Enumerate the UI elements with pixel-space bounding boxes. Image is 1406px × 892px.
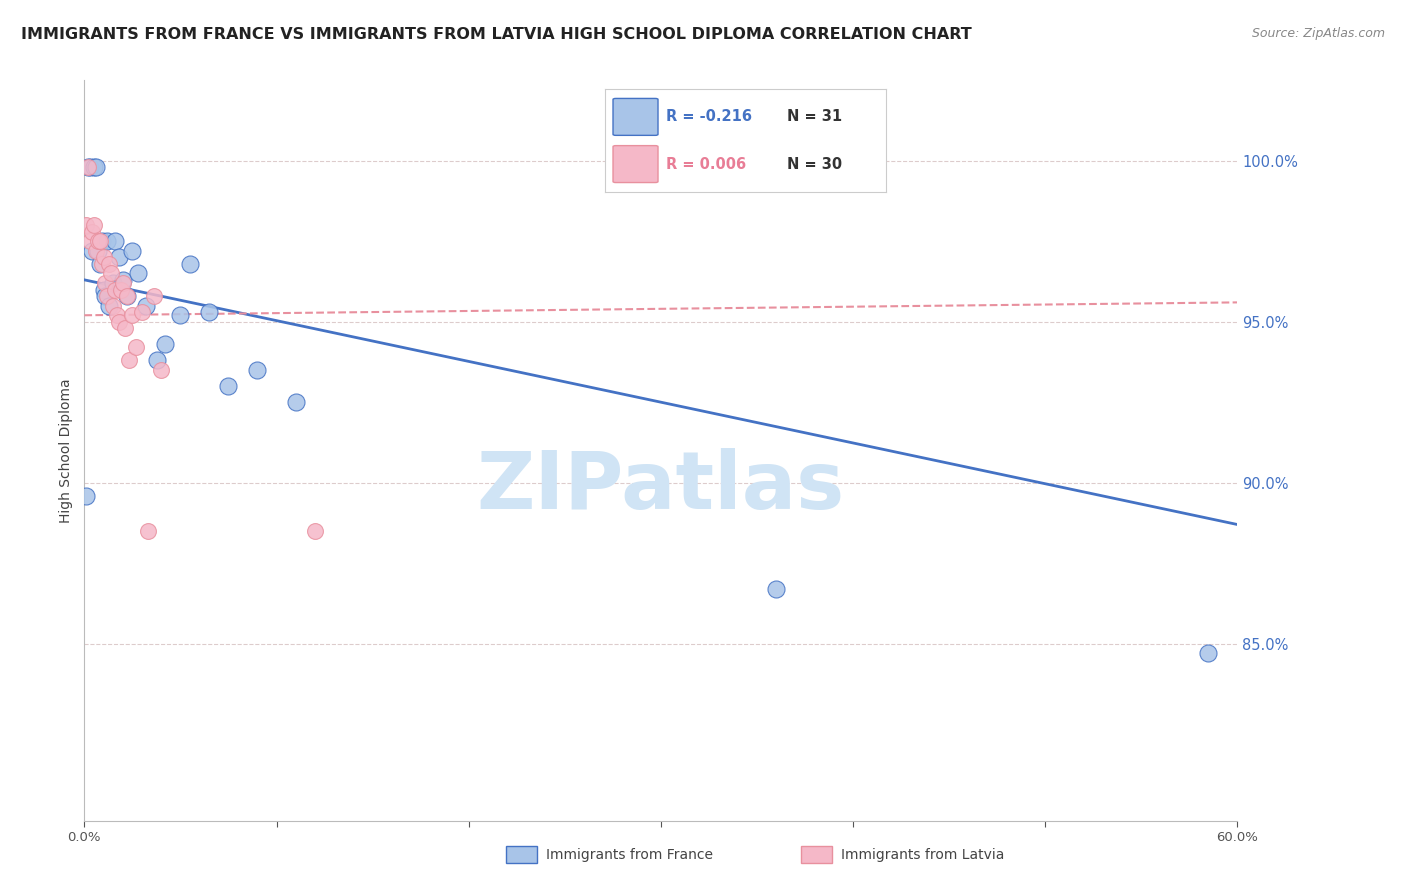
Point	[121, 244, 143, 258]
FancyBboxPatch shape	[613, 145, 658, 183]
Point	[110, 283, 132, 297]
Point	[90, 234, 112, 248]
Point	[94, 276, 117, 290]
Point	[142, 289, 165, 303]
Point	[117, 353, 139, 368]
Point	[84, 244, 107, 258]
Point	[83, 160, 105, 174]
Point	[100, 267, 122, 281]
Point	[84, 160, 107, 174]
Point	[108, 250, 131, 264]
Point	[89, 234, 111, 248]
Point	[135, 299, 157, 313]
Point	[1198, 646, 1220, 660]
Point	[246, 363, 269, 377]
Point	[179, 257, 201, 271]
Point	[104, 234, 127, 248]
Point	[284, 395, 307, 409]
Point	[121, 308, 143, 322]
Point	[150, 363, 173, 377]
Point	[80, 225, 103, 239]
Point	[136, 524, 159, 538]
Text: IMMIGRANTS FROM FRANCE VS IMMIGRANTS FROM LATVIA HIGH SCHOOL DIPLOMA CORRELATION: IMMIGRANTS FROM FRANCE VS IMMIGRANTS FRO…	[21, 27, 972, 42]
Point	[75, 218, 97, 232]
Point	[115, 289, 138, 303]
Point	[115, 289, 138, 303]
Point	[153, 337, 176, 351]
Point	[93, 283, 115, 297]
Text: Source: ZipAtlas.com: Source: ZipAtlas.com	[1251, 27, 1385, 40]
Point	[103, 299, 124, 313]
Point	[146, 353, 169, 368]
Text: Immigrants from France: Immigrants from France	[546, 847, 713, 862]
Text: ZIPatlas: ZIPatlas	[477, 449, 845, 526]
Point	[131, 305, 153, 319]
Text: R = 0.006: R = 0.006	[666, 157, 747, 171]
FancyBboxPatch shape	[613, 98, 658, 136]
Point	[114, 321, 136, 335]
Point	[111, 276, 134, 290]
Point	[105, 308, 128, 322]
Point	[77, 160, 100, 174]
Point	[104, 283, 127, 297]
Point	[79, 160, 101, 174]
Point	[169, 308, 191, 322]
Point	[125, 341, 148, 355]
Text: R = -0.216: R = -0.216	[666, 110, 752, 124]
Point	[80, 244, 103, 258]
Point	[98, 299, 121, 313]
Text: Immigrants from Latvia: Immigrants from Latvia	[841, 847, 1004, 862]
Point	[198, 305, 221, 319]
Point	[83, 218, 105, 232]
Point	[304, 524, 326, 538]
Text: N = 31: N = 31	[787, 110, 842, 124]
Point	[87, 244, 110, 258]
Point	[96, 234, 118, 248]
Point	[111, 273, 134, 287]
Point	[765, 582, 787, 596]
Point	[89, 257, 111, 271]
Point	[79, 234, 101, 248]
Text: N = 30: N = 30	[787, 157, 842, 171]
Point	[98, 257, 121, 271]
Point	[87, 234, 110, 248]
Point	[96, 289, 118, 303]
Point	[108, 315, 131, 329]
Point	[77, 160, 100, 174]
Point	[127, 267, 149, 281]
Point	[75, 489, 97, 503]
Point	[103, 276, 124, 290]
Point	[94, 289, 117, 303]
Point	[93, 250, 115, 264]
Point	[90, 257, 112, 271]
Y-axis label: High School Diploma: High School Diploma	[59, 378, 73, 523]
Point	[218, 379, 240, 393]
